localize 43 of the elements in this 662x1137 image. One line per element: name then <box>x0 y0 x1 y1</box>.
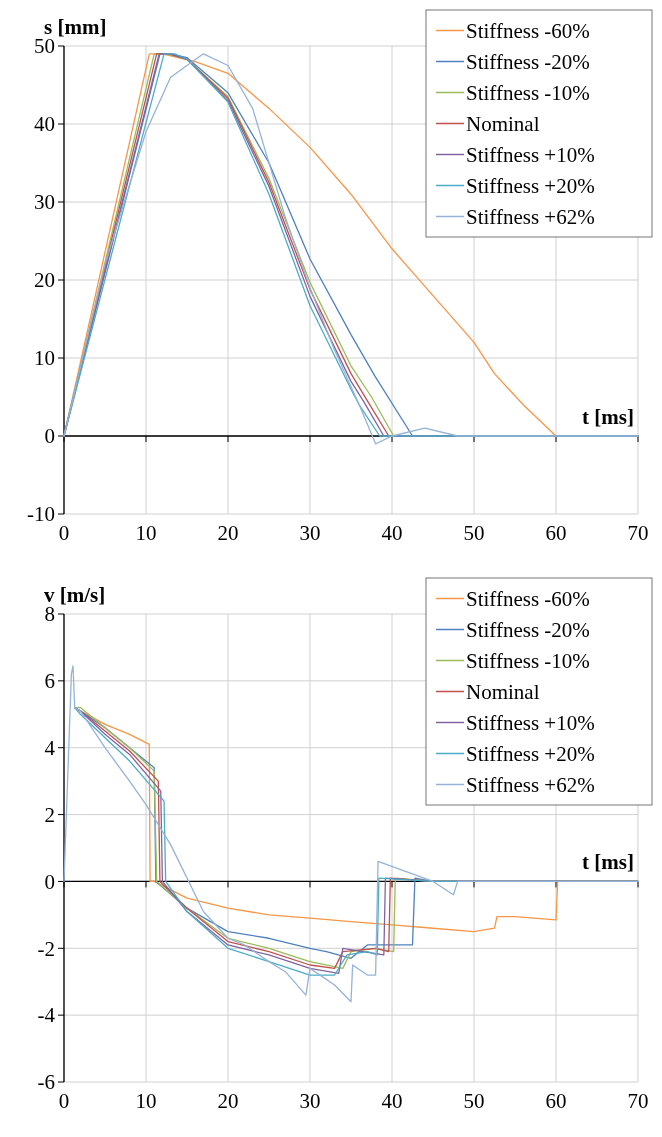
x-tick-label: 60 <box>545 1089 567 1113</box>
y-tick-label: 30 <box>34 190 55 215</box>
legend-label: Stiffness +10% <box>466 710 595 735</box>
legend-label: Stiffness +62% <box>466 204 595 229</box>
legend-label: Nominal <box>466 111 540 136</box>
y-tick-label: 20 <box>34 268 55 293</box>
legend-label: Stiffness -60% <box>466 18 590 43</box>
x-tick-label: 60 <box>545 521 567 545</box>
y-tick-label: -4 <box>37 1003 56 1028</box>
y-tick-label: 40 <box>34 112 55 137</box>
legend-label: Stiffness +62% <box>466 772 595 797</box>
x-axis-title: t [ms] <box>582 405 634 429</box>
x-tick-label: 50 <box>463 521 485 545</box>
y-tick-label: 2 <box>44 802 55 827</box>
y-tick-label: 0 <box>44 869 55 894</box>
legend-label: Nominal <box>466 679 540 704</box>
x-tick-label: 50 <box>463 1089 485 1113</box>
legend-label: Stiffness -60% <box>466 586 590 611</box>
y-tick-label: 0 <box>44 424 55 449</box>
legend-label: Stiffness -10% <box>466 648 590 673</box>
y-tick-label: 10 <box>34 346 55 371</box>
x-tick-label: 40 <box>381 1089 403 1113</box>
y-tick-label: 6 <box>44 669 55 694</box>
x-tick-label: 70 <box>627 1089 649 1113</box>
legend-label: Stiffness +20% <box>466 173 595 198</box>
y-tick-label: 4 <box>44 736 56 761</box>
legend-label: Stiffness -10% <box>466 80 590 105</box>
legend-label: Stiffness -20% <box>466 49 590 74</box>
x-axis-title: t [ms] <box>582 850 634 875</box>
x-tick-label: 20 <box>217 1089 239 1113</box>
legend-label: Stiffness -20% <box>466 617 590 642</box>
x-tick-label: 10 <box>135 1089 157 1113</box>
x-tick-label: 20 <box>217 521 239 545</box>
y-tick-label: -2 <box>37 936 55 961</box>
legend-label: Stiffness +10% <box>466 142 595 167</box>
x-tick-label: 70 <box>627 521 649 545</box>
y-tick-label: -6 <box>37 1070 55 1095</box>
x-tick-label: 10 <box>135 521 157 545</box>
y-tick-label: -10 <box>27 502 55 527</box>
x-tick-label: 30 <box>299 521 321 545</box>
legend-label: Stiffness +20% <box>466 741 595 766</box>
x-tick-label: 40 <box>381 521 403 545</box>
x-tick-label: 30 <box>299 1089 321 1113</box>
